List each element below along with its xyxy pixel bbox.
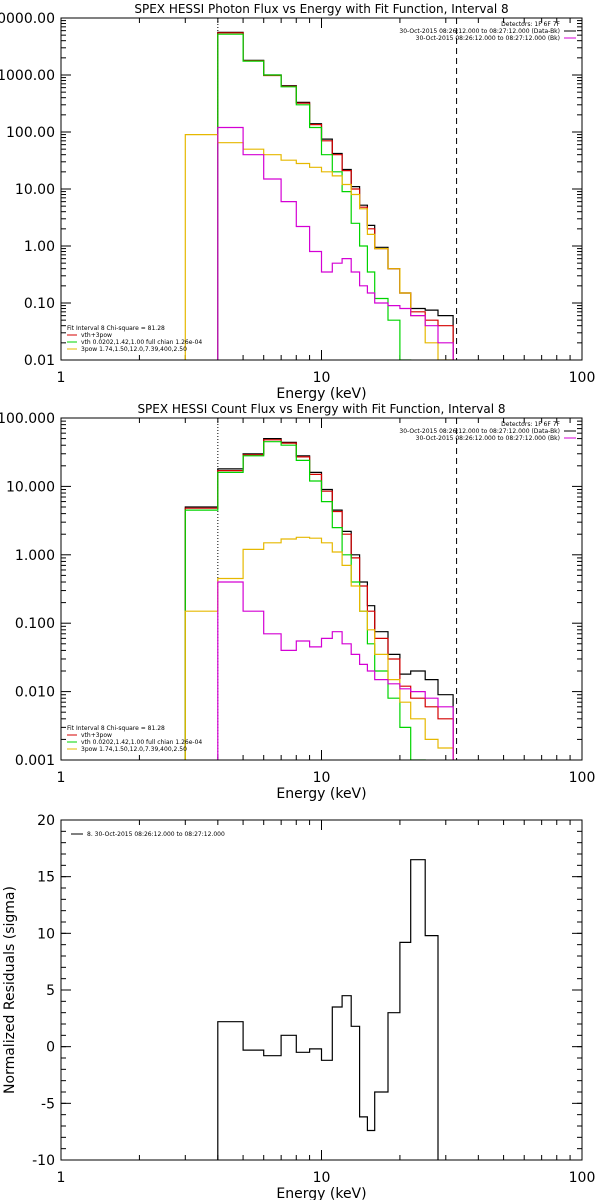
plot-area <box>184 18 458 360</box>
y-tick-label: 1.000 <box>15 548 55 564</box>
legend-left-item: Fit Interval 8 Chi-square = 81.28 <box>67 725 165 732</box>
plot-frame <box>60 417 583 761</box>
x-tick-label: 10 <box>313 770 331 786</box>
y-tick-label: 10.00 <box>15 182 55 198</box>
legend-left-item: vth 0.0202,1.42,1.00 full chian 1.26e-04 <box>81 739 202 746</box>
legend-left-item: vth+3pow <box>81 332 112 339</box>
legend-right-item: 30-Oct-2015 08:26:12.000 to 08:27:12.000… <box>399 428 560 435</box>
x-tick-label: 10 <box>313 370 331 386</box>
series-line-1 <box>184 438 454 760</box>
y-tick-label: 0.010 <box>15 685 55 701</box>
x-tick-label: 100 <box>569 1170 596 1186</box>
plot-area <box>217 859 439 1160</box>
plot-frame <box>60 17 583 361</box>
chart-title: SPEX HESSI Photon Flux vs Energy with Fi… <box>134 2 508 16</box>
y-tick-label: 0.01 <box>24 353 55 369</box>
x-axis-label: Energy (keV) <box>276 1186 366 1200</box>
legend-right-item: 30-Oct-2015 08:26:12.000 to 08:27:12.000… <box>416 35 560 42</box>
x-tick-label: 100 <box>569 370 596 386</box>
legend-left-item: 3pow 1.74,1.50,12.0,7.39,400,2.50 <box>81 346 187 353</box>
legend-right-item: 30-Oct-2015 08:26:12.000 to 08:27:12.000… <box>399 28 560 35</box>
legend-left-item: vth 0.0202,1.42,1.00 full chian 1.26e-04 <box>81 339 202 346</box>
x-tick-label: 1 <box>57 1170 66 1186</box>
y-tick-label: 100.000 <box>0 411 55 427</box>
legend-right-item: Detectors: 1F 6F 7F <box>501 421 560 428</box>
y-tick-label: 1000.00 <box>0 68 55 84</box>
series-line-4 <box>184 536 454 760</box>
legend-item: 8. 30-Oct-2015 08:26:12.000 to 08:27:12.… <box>87 831 225 838</box>
y-tick-label: 20 <box>37 813 55 829</box>
x-axis-label: Energy (keV) <box>276 786 366 802</box>
y-tick-label: 0.100 <box>15 616 55 632</box>
y-tick-label: 10.000 <box>6 479 55 495</box>
y-tick-label: 10 <box>37 926 55 942</box>
series-line-2 <box>217 32 454 360</box>
chart-panel-3: 1 10 100 -10 -5 0 5 10 15 20 Energy (keV) Normalize… <box>2 813 595 1200</box>
y-tick-label: 100.00 <box>6 125 55 141</box>
y-tick-label: -5 <box>41 1096 55 1112</box>
legend-right-item: 30-Oct-2015 08:26:12.000 to 08:27:12.000… <box>416 435 560 442</box>
chart-title: SPEX HESSI Count Flux vs Energy with Fit… <box>137 402 505 416</box>
x-tick-label: 1 <box>57 770 66 786</box>
series-line-1 <box>217 31 454 360</box>
y-tick-label: 15 <box>37 870 55 886</box>
y-axis-label: Normalized Residuals (sigma) <box>2 886 18 1094</box>
y-tick-label: 1.00 <box>24 239 55 255</box>
series-line-5 <box>217 581 454 760</box>
legend-right-item: Detectors: 1F 6F 7F <box>501 21 560 28</box>
x-tick-label: 100 <box>569 770 596 786</box>
y-tick-label: 0 <box>46 1040 55 1056</box>
y-tick-label: 5 <box>46 983 55 999</box>
y-tick-label: 0.001 <box>15 753 55 769</box>
y-tick-label: 10000.00 <box>0 11 55 27</box>
y-tick-label: -10 <box>32 1153 55 1169</box>
series-line-2 <box>184 439 454 760</box>
series-line-5 <box>217 126 454 360</box>
x-tick-label: 10 <box>313 1170 331 1186</box>
series-line-4 <box>184 134 454 360</box>
legend-left-item: Fit Interval 8 Chi-square = 81.28 <box>67 325 165 332</box>
x-axis-label: Energy (keV) <box>276 386 366 402</box>
y-tick-label: 0.10 <box>24 296 55 312</box>
series-line-3 <box>184 441 426 760</box>
x-tick-label: 1 <box>57 370 66 386</box>
plot-frame <box>60 819 583 1161</box>
legend-left-item: vth+3pow <box>81 732 112 739</box>
plot-area <box>184 418 458 760</box>
chart-panel-1: SPEX HESSI Photon Flux vs Energy with Fi… <box>0 2 595 402</box>
series-line-1 <box>217 859 439 1160</box>
series-line-3 <box>217 33 412 360</box>
chart-panel-2: SPEX HESSI Count Flux vs Energy with Fit… <box>0 402 595 802</box>
legend-left-item: 3pow 1.74,1.50,12.0,7.39,400,2.50 <box>81 746 187 753</box>
